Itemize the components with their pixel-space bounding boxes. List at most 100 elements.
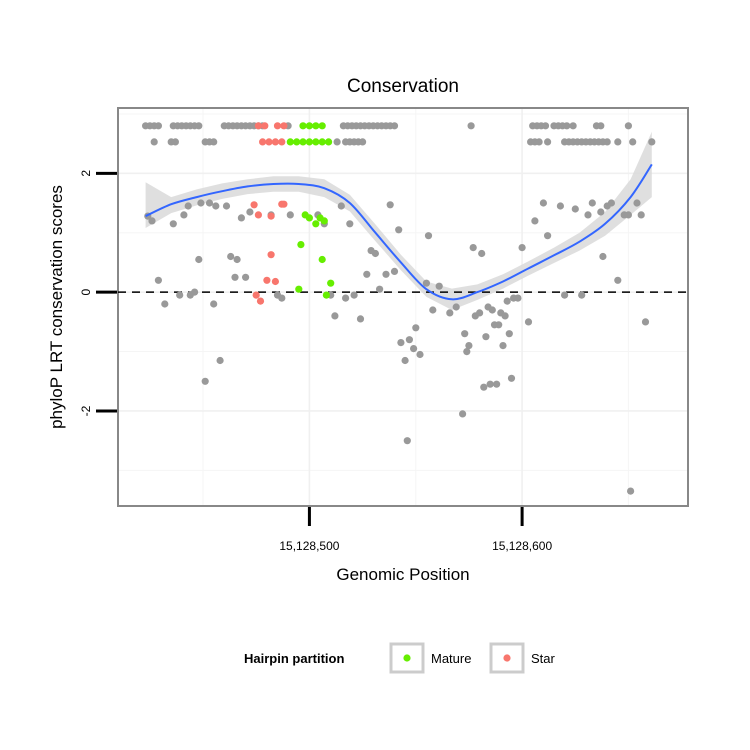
legend: Hairpin partition Mature Star bbox=[244, 642, 556, 674]
other-point bbox=[465, 342, 473, 350]
other-point bbox=[556, 202, 565, 210]
star-point bbox=[280, 122, 288, 130]
mature-point bbox=[305, 214, 313, 222]
other-point bbox=[478, 249, 486, 258]
other-point bbox=[154, 122, 162, 130]
other-point bbox=[624, 122, 633, 130]
legend-label-star: Star bbox=[531, 651, 556, 666]
smooth-curve bbox=[145, 163, 653, 301]
star-point bbox=[261, 122, 269, 130]
mature-point bbox=[312, 138, 320, 146]
other-point bbox=[278, 294, 286, 302]
other-point bbox=[452, 303, 460, 311]
other-point bbox=[212, 202, 220, 210]
other-point bbox=[627, 487, 635, 495]
mature-point bbox=[312, 122, 320, 130]
y-tick-label: 2 bbox=[79, 170, 93, 177]
other-point bbox=[337, 202, 345, 210]
other-point bbox=[382, 270, 390, 278]
chart-title: Conservation bbox=[347, 76, 459, 97]
star-point bbox=[252, 291, 260, 299]
other-point bbox=[342, 294, 350, 302]
star-point bbox=[254, 122, 262, 130]
other-point bbox=[169, 220, 177, 228]
other-point bbox=[476, 309, 484, 317]
mature-point bbox=[295, 285, 303, 293]
other-point bbox=[161, 300, 169, 308]
mature-point bbox=[320, 217, 328, 225]
other-point bbox=[561, 291, 569, 299]
other-point bbox=[331, 312, 339, 320]
other-point bbox=[535, 138, 543, 146]
mature-point bbox=[327, 279, 335, 287]
other-point bbox=[242, 273, 250, 281]
star-point bbox=[265, 138, 273, 146]
confidence-ribbon bbox=[145, 131, 652, 310]
other-point bbox=[482, 333, 490, 341]
star-point bbox=[267, 212, 275, 220]
other-point bbox=[486, 380, 494, 388]
other-point bbox=[195, 255, 203, 264]
other-point bbox=[641, 318, 650, 326]
mature-point bbox=[318, 138, 326, 146]
other-point bbox=[350, 291, 358, 299]
mature-point bbox=[286, 138, 294, 146]
other-point bbox=[410, 345, 418, 353]
other-point bbox=[422, 279, 430, 287]
other-point bbox=[603, 138, 611, 146]
other-point bbox=[416, 350, 424, 359]
other-point bbox=[469, 244, 477, 252]
other-point bbox=[507, 374, 516, 382]
x-axis-title: Genomic Position bbox=[336, 565, 469, 584]
other-point bbox=[150, 138, 158, 146]
other-point bbox=[237, 214, 245, 222]
other-point bbox=[205, 199, 214, 207]
other-point bbox=[210, 138, 218, 146]
other-point bbox=[333, 138, 341, 146]
y-tick-label: 0 bbox=[79, 288, 93, 295]
smooth-curve-layer bbox=[145, 163, 653, 301]
other-point bbox=[493, 380, 501, 388]
other-point bbox=[429, 306, 437, 314]
other-point bbox=[495, 321, 503, 329]
other-point bbox=[195, 122, 203, 130]
legend-key-star bbox=[489, 642, 525, 674]
other-point bbox=[231, 273, 239, 281]
other-point bbox=[571, 205, 579, 213]
other-point bbox=[148, 217, 156, 225]
other-point bbox=[395, 226, 403, 234]
other-point bbox=[154, 276, 162, 284]
other-point bbox=[463, 348, 471, 356]
other-point bbox=[176, 291, 184, 299]
other-point bbox=[184, 202, 192, 210]
other-point bbox=[524, 318, 533, 326]
other-point bbox=[544, 232, 552, 240]
other-point bbox=[648, 138, 656, 146]
other-point bbox=[461, 330, 469, 338]
mature-point bbox=[299, 138, 307, 146]
legend-label-mature: Mature bbox=[431, 651, 471, 666]
star-point bbox=[263, 276, 271, 284]
other-point bbox=[518, 244, 526, 252]
other-point bbox=[246, 208, 254, 216]
other-point bbox=[191, 288, 199, 296]
star-point bbox=[254, 211, 262, 219]
star-point bbox=[278, 138, 286, 146]
other-point bbox=[424, 232, 433, 240]
mature-point bbox=[318, 122, 326, 130]
star-point bbox=[256, 297, 265, 305]
mature-point bbox=[297, 241, 305, 249]
other-point bbox=[397, 339, 405, 347]
other-point bbox=[363, 270, 371, 278]
other-point bbox=[201, 377, 209, 385]
other-point bbox=[578, 291, 586, 299]
other-point bbox=[356, 315, 365, 323]
other-point bbox=[624, 211, 633, 219]
mature-point bbox=[312, 220, 320, 228]
other-point bbox=[480, 383, 488, 391]
mature-point bbox=[293, 138, 301, 146]
other-point bbox=[405, 336, 413, 344]
other-point bbox=[607, 199, 616, 207]
other-point bbox=[216, 356, 224, 365]
other-point bbox=[401, 356, 409, 365]
